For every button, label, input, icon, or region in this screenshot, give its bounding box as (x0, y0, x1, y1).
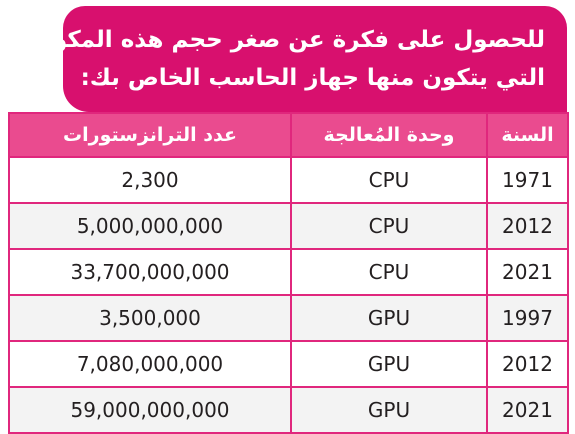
cell-transistor-count: 33,700,000,000 (8, 248, 292, 296)
intro-line-1: للحصول على فكرة عن صغر حجم هذه المكونات (12, 27, 545, 53)
table-row: 1971 CPU 2,300 (8, 156, 569, 204)
cell-transistor-count: 5,000,000,000 (8, 202, 292, 250)
cell-processing-unit: GPU (290, 294, 488, 342)
table-row: 2021 CPU 33,700,000,000 (8, 248, 569, 296)
cell-year: 2021 (486, 386, 569, 434)
cell-year: 1971 (486, 156, 569, 204)
cell-processing-unit: CPU (290, 248, 488, 296)
header-processing-unit: وحدة المُعالجة (290, 112, 488, 158)
table-row: 2012 GPU 7,080,000,000 (8, 340, 569, 388)
cell-transistor-count: 7,080,000,000 (8, 340, 292, 388)
cell-processing-unit: GPU (290, 340, 488, 388)
cell-year: 1997 (486, 294, 569, 342)
table-row: 2012 CPU 5,000,000,000 (8, 202, 569, 250)
header-transistor-count: عدد الترانزستورات (8, 112, 292, 158)
cell-processing-unit: GPU (290, 386, 488, 434)
cell-transistor-count: 3,500,000 (8, 294, 292, 342)
intro-banner: للحصول على فكرة عن صغر حجم هذه المكونات … (12, 6, 567, 112)
transistor-count-table: السنة وحدة المُعالجة عدد الترانزستورات 1… (8, 112, 569, 434)
table-row: 1997 GPU 3,500,000 (8, 294, 569, 342)
table-row: 2021 GPU 59,000,000,000 (8, 386, 569, 434)
header-year: السنة (486, 112, 569, 158)
intro-line-2: التي يتكون منها جهاز الحاسب الخاص بك: (80, 65, 545, 91)
cell-processing-unit: CPU (290, 202, 488, 250)
cell-processing-unit: CPU (290, 156, 488, 204)
cell-year: 2012 (486, 340, 569, 388)
cell-year: 2021 (486, 248, 569, 296)
cell-year: 2012 (486, 202, 569, 250)
cell-transistor-count: 2,300 (8, 156, 292, 204)
cell-transistor-count: 59,000,000,000 (8, 386, 292, 434)
table-header-row: السنة وحدة المُعالجة عدد الترانزستورات (8, 112, 569, 158)
